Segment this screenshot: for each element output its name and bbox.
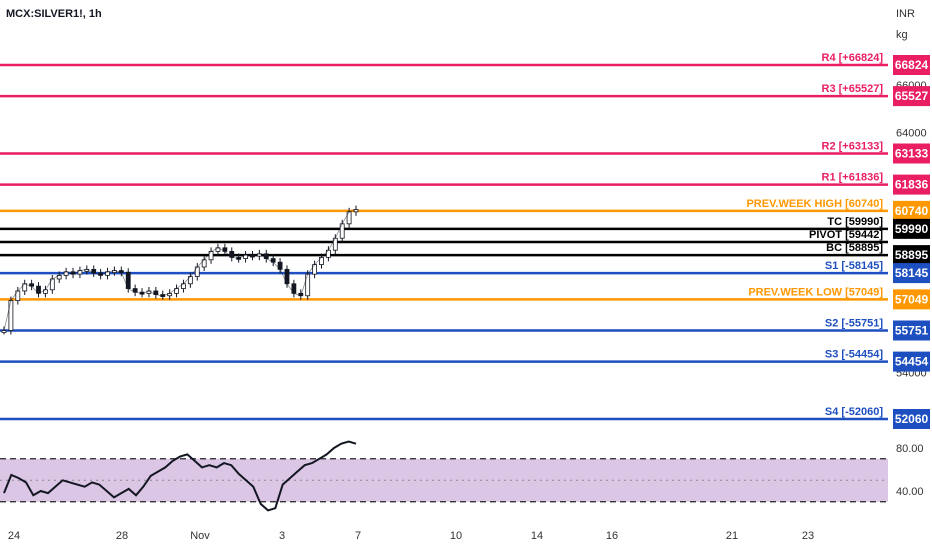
time-tick-5: 10 (450, 530, 462, 542)
pivot-levels: R4 [+66824] 66824 R3 [+65527] 65527 R2 [+631… (0, 52, 930, 429)
price-badge-12 (893, 409, 930, 429)
level-label-0: R4 [+66824] (822, 52, 884, 64)
level-label-3: R1 [+61836] (822, 172, 884, 184)
time-tick-3: 3 (279, 530, 285, 542)
level-label-7: BC [58895] (826, 242, 883, 254)
rsi-tick-0: 80.00 (896, 443, 924, 455)
time-tick-9: 23 (802, 530, 814, 542)
price-badge-7 (893, 245, 930, 266)
price-badge-1 (893, 86, 930, 107)
level-label-8: S1 [-58145] (825, 260, 883, 272)
level-label-9: PREV.WEEK LOW [57049] (748, 286, 883, 298)
level-label-2: R2 [+63133] (822, 141, 884, 153)
price-badge-text-7: 58895 (895, 248, 929, 262)
price-badge-text-4: 60740 (895, 204, 929, 218)
time-tick-6: 14 (531, 530, 543, 542)
level-label-5: TC [59990] (827, 216, 883, 228)
price-badge-9 (893, 289, 930, 310)
time-tick-4: 7 (355, 530, 361, 542)
price-line (3, 209, 357, 331)
price-badge-text-3: 61836 (895, 178, 929, 192)
level-label-12: S4 [-52060] (825, 406, 883, 418)
currency-label: INR (896, 8, 915, 20)
price-badge-text-12: 52060 (895, 412, 929, 426)
price-badge-4 (893, 200, 930, 221)
time-tick-2: Nov (190, 530, 210, 542)
candle-body-0 (1, 330, 7, 333)
level-label-1: R3 [+65527] (822, 83, 884, 95)
level-label-4: PREV.WEEK HIGH [60740] (746, 198, 883, 210)
level-label-6: PIVOT [59442] (809, 229, 883, 241)
price-badge-text-8: 58145 (895, 266, 929, 280)
time-tick-8: 21 (726, 530, 738, 542)
time-tick-0: 24 (8, 530, 20, 542)
price-badge-11 (893, 351, 930, 372)
price-badge-8 (893, 263, 930, 284)
price-badge-text-9: 57049 (895, 292, 929, 306)
rsi-tick-1: 40.00 (896, 486, 924, 498)
price-tick-1: 64000 (896, 128, 927, 140)
price-badge-text-10: 55751 (895, 324, 929, 338)
level-label-11: S3 [-54454] (825, 349, 883, 361)
price-badge-text-2: 63133 (895, 147, 929, 161)
price-badge-text-0: 66824 (895, 58, 929, 72)
price-badge-2 (893, 143, 930, 164)
price-badge-text-11: 54454 (895, 355, 929, 369)
price-badge-3 (893, 174, 930, 195)
rsi-line (3, 440, 357, 512)
price-badge-text-5: 59990 (895, 222, 929, 236)
unit-label: kg (896, 29, 908, 41)
price-badge-5 (893, 218, 930, 239)
price-series (1, 205, 359, 335)
rsi-pane[interactable]: 80.00 40.00 (0, 440, 924, 512)
symbol-title: MCX:SILVER1!, 1h (6, 8, 102, 20)
time-axis[interactable]: 24 28 Nov 3 7 10 14 16 21 23 (8, 530, 814, 542)
price-badge-0 (893, 55, 930, 75)
price-badge-text-1: 65527 (895, 89, 929, 103)
price-badge-10 (893, 320, 930, 341)
time-tick-7: 16 (606, 530, 618, 542)
time-tick-1: 28 (116, 530, 128, 542)
level-label-10: S2 [-55751] (825, 318, 883, 330)
